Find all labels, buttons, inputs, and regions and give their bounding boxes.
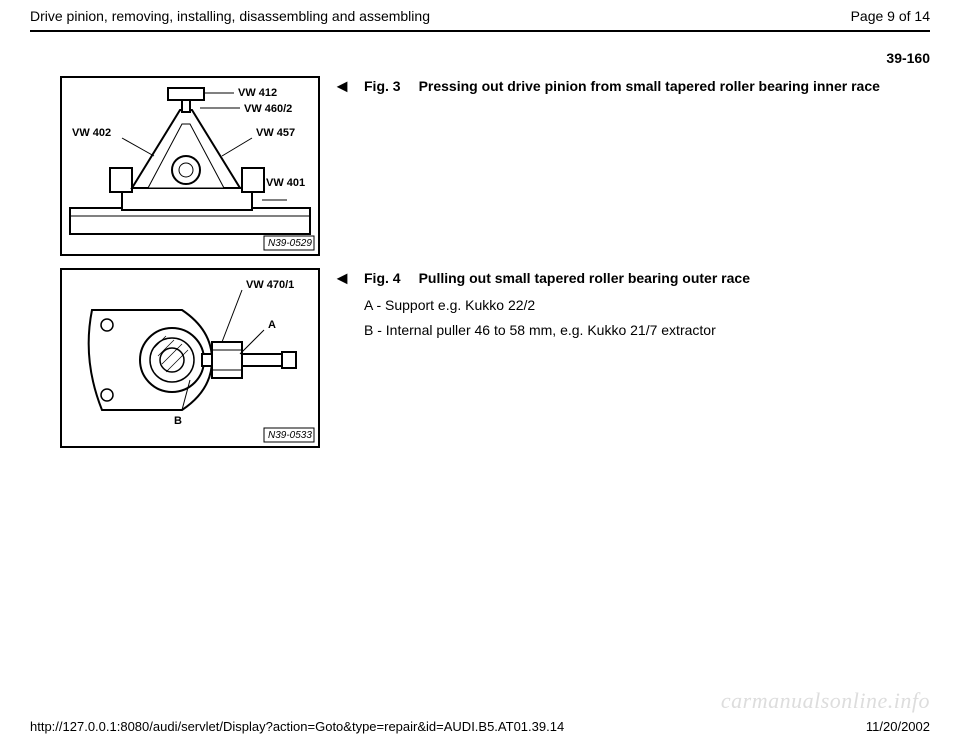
callout-vw402: VW 402 — [72, 127, 111, 139]
fig3-text: Fig. 3 Pressing out drive pinion from sm… — [364, 76, 930, 103]
fig4-line-a: A - Support e.g. Kukko 22/2 — [364, 295, 930, 316]
callout-vw412: VW 412 — [238, 87, 277, 99]
section-number: 39-160 — [0, 32, 960, 76]
footer-date: 11/20/2002 — [866, 719, 930, 734]
fig3-title: Pressing out drive pinion from small tap… — [419, 76, 880, 97]
fig4-row: VW 470/1 A B N39-0533 ◄ Fig. 4 Pulling o… — [0, 268, 960, 460]
watermark: carmanualsonline.info — [721, 688, 930, 714]
fig3-illustration: VW 412 VW 460/2 VW 402 VW 457 VW 401 N39… — [60, 76, 320, 256]
fig4-illustration: VW 470/1 A B N39-0533 — [60, 268, 320, 448]
callout-b: B — [174, 415, 182, 427]
fig4-line-b: B - Internal puller 46 to 58 mm, e.g. Ku… — [364, 320, 930, 341]
arrow-icon: ◄ — [332, 268, 352, 289]
fig4-label: Fig. 4 — [364, 268, 401, 289]
callout-vw4701: VW 470/1 — [246, 279, 294, 291]
callout-a: A — [268, 319, 276, 331]
header-title: Drive pinion, removing, installing, disa… — [30, 8, 430, 24]
fig3-ref: N39-0529 — [268, 238, 312, 249]
fig3-label: Fig. 3 — [364, 76, 401, 97]
fig4-ref: N39-0533 — [268, 430, 312, 441]
footer-url: http://127.0.0.1:8080/audi/servlet/Displ… — [30, 719, 564, 734]
callout-vw4602: VW 460/2 — [244, 103, 292, 115]
header-page: Page 9 of 14 — [851, 8, 930, 24]
fig4-title: Pulling out small tapered roller bearing… — [419, 268, 750, 289]
fig4-text: Fig. 4 Pulling out small tapered roller … — [364, 268, 930, 345]
fig3-row: VW 412 VW 460/2 VW 402 VW 457 VW 401 N39… — [0, 76, 960, 268]
arrow-icon: ◄ — [332, 76, 352, 97]
callout-vw457: VW 457 — [256, 127, 295, 139]
callout-vw401: VW 401 — [266, 177, 305, 189]
